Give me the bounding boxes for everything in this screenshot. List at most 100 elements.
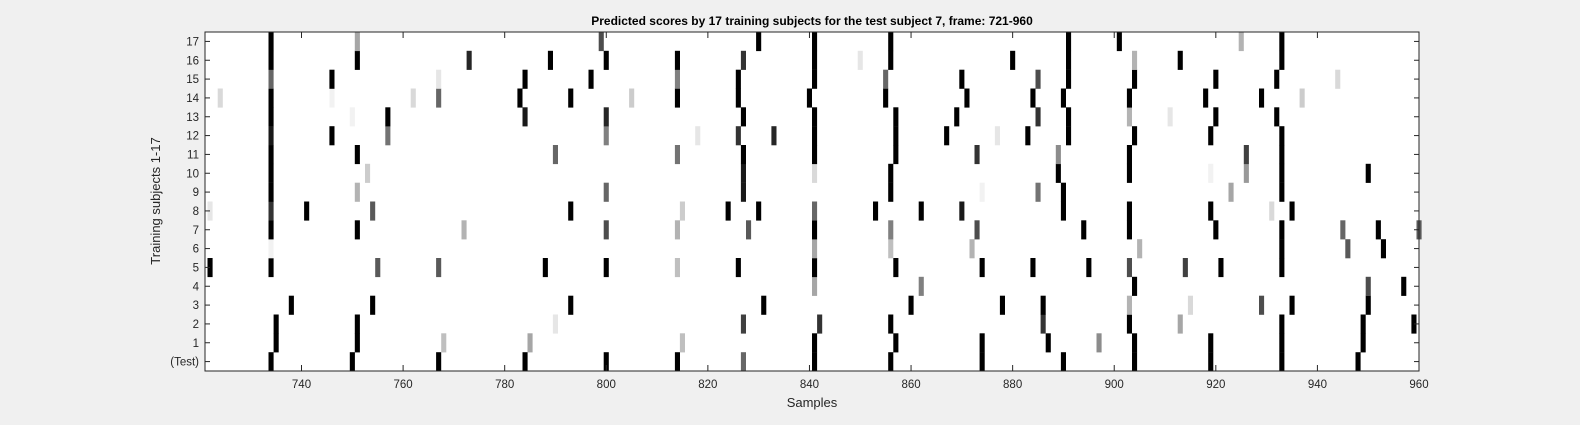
heatmap-cell [740,145,746,165]
heatmap-cell [817,314,823,334]
heatmap-cell [959,69,965,89]
marks-layer [207,32,1422,372]
heatmap-cell [812,239,818,259]
heatmap-cell [1279,32,1285,52]
heatmap-cell [268,182,274,202]
heatmap-cell [268,239,274,259]
heatmap-cell [1279,352,1285,372]
heatmap-cell [1132,50,1138,70]
heatmap-cell [812,333,818,353]
heatmap-cell [1380,239,1386,259]
heatmap-cell [547,50,553,70]
heatmap-cell [354,314,360,334]
heatmap-cell [1126,314,1132,334]
heatmap-cell [1355,352,1361,372]
heatmap-cell [1096,333,1102,353]
heatmap-cell [370,295,376,315]
heatmap-cell [1025,126,1031,146]
heatmap-cell [568,201,574,221]
heatmap-cell [1279,314,1285,334]
heatmap-cell [1126,88,1132,108]
heatmap-cell [268,126,274,146]
heatmap-cell [806,88,812,108]
heatmap-cell [979,333,985,353]
heatmap-cell [1365,163,1371,183]
heatmap-cell [908,295,914,315]
y-tick-label: 10 [186,168,199,180]
y-tick-label: 7 [193,225,199,237]
heatmap-cell [888,352,894,372]
heatmap-cell [268,145,274,165]
heatmap-cell [979,182,985,202]
heatmap-cell [735,258,741,278]
heatmap-cell [756,201,762,221]
heatmap-cell [679,201,685,221]
heatmap-cell [1081,220,1087,240]
heatmap-cell [1066,50,1072,70]
heatmap-cell [695,126,701,146]
heatmap-cell [273,314,279,334]
x-tick-label: 780 [495,379,514,391]
heatmap-cell [725,201,731,221]
heatmap-cell [552,314,558,334]
heatmap-cell [679,333,685,353]
heatmap-cell [436,258,442,278]
heatmap-cell [812,352,818,372]
heatmap-cell [1365,276,1371,296]
heatmap-cell [883,88,889,108]
heatmap-cell [1177,50,1183,70]
heatmap-cell [1203,88,1209,108]
heatmap-cell [1345,239,1351,259]
heatmap-cell [1177,314,1183,334]
heatmap-cell [603,258,609,278]
heatmap-cell [812,201,818,221]
heatmap-cell [410,88,416,108]
heatmap-cell [674,352,680,372]
heatmap-cell [268,220,274,240]
heatmap-cell [1060,201,1066,221]
heatmap-cell [918,276,924,296]
heatmap-cell [1060,182,1066,202]
heatmap-cell [1132,276,1138,296]
heatmap-cell [329,69,335,89]
heatmap-cell [1243,145,1249,165]
heatmap-cell [1086,258,1092,278]
y-tick-label: 6 [193,244,199,256]
heatmap-cell [1238,32,1244,52]
y-tick-label: 17 [186,36,199,48]
heatmap-cell [1066,107,1072,127]
heatmap-cell [1228,182,1234,202]
heatmap-cell [735,126,741,146]
heatmap-cell [954,107,960,127]
y-tick-label: 8 [193,206,199,218]
heatmap-cell [888,50,894,70]
heatmap-cell [268,352,274,372]
heatmap-cell [1274,69,1280,89]
heatmap-cell [1365,295,1371,315]
heatmap-cell [385,107,391,127]
heatmap-cell [1208,163,1214,183]
heatmap-cell [436,69,442,89]
heatmap-cell [268,32,274,52]
heatmap-cell [268,258,274,278]
heatmap-cell [893,107,899,127]
heatmap-cell [974,220,980,240]
heatmap-cell [735,69,741,89]
heatmap-cell [1126,295,1132,315]
heatmap-cell [812,163,818,183]
x-tick-label: 900 [1105,379,1124,391]
heatmap-cell [1066,69,1072,89]
heatmap-cell [603,107,609,127]
heatmap-cell [857,50,863,70]
x-tick-label: 820 [698,379,717,391]
heatmap-cell [1213,107,1219,127]
heatmap-cell [964,88,970,108]
heatmap-cell [552,145,558,165]
heatmap-cell [268,201,274,221]
heatmap-cell [268,88,274,108]
heatmap-cell [354,220,360,240]
heatmap-cell [994,126,1000,146]
heatmap-cell [979,352,985,372]
